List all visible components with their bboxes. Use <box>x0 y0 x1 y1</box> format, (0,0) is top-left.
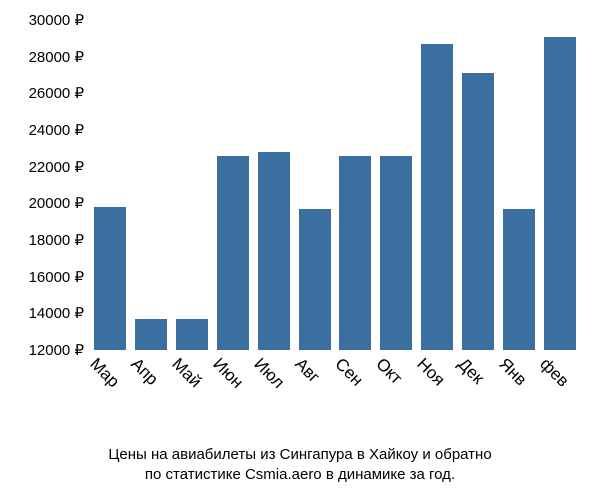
grid-line <box>90 240 580 241</box>
bar <box>380 156 412 350</box>
grid-line <box>90 20 580 21</box>
y-tick-label: 14000 ₽ <box>29 304 90 322</box>
bar <box>217 156 249 350</box>
bar <box>503 209 535 350</box>
grid-line <box>90 130 580 131</box>
x-tick-label: Авг <box>290 350 327 387</box>
bar <box>299 209 331 350</box>
bar <box>462 73 494 350</box>
grid-line <box>90 350 580 351</box>
chart-caption: Цены на авиабилеты из Сингапура в Хайкоу… <box>0 445 600 486</box>
y-tick-label: 30000 ₽ <box>29 11 90 29</box>
grid-line <box>90 57 580 58</box>
x-tick-label: Июл <box>249 350 292 393</box>
y-tick-label: 24000 ₽ <box>29 121 90 139</box>
bar <box>176 319 208 350</box>
y-tick-label: 16000 ₽ <box>29 268 90 286</box>
grid-line <box>90 203 580 204</box>
grid-line <box>90 313 580 314</box>
x-tick-label: Июн <box>209 350 252 393</box>
bar <box>258 152 290 350</box>
caption-line1: Цены на авиабилеты из Сингапура в Хайкоу… <box>108 446 491 463</box>
x-tick-label: Янв <box>494 350 534 390</box>
y-tick-label: 12000 ₽ <box>29 341 90 359</box>
x-tick-label: Апр <box>127 350 167 390</box>
grid-line <box>90 167 580 168</box>
bar <box>135 319 167 350</box>
x-tick-label: Окт <box>372 350 411 389</box>
x-tick-label: фев <box>535 350 576 391</box>
plot-area: 12000 ₽14000 ₽16000 ₽18000 ₽20000 ₽22000… <box>90 20 580 350</box>
y-tick-label: 26000 ₽ <box>29 84 90 102</box>
y-tick-label: 20000 ₽ <box>29 194 90 212</box>
x-tick-label: Мар <box>86 350 128 392</box>
x-tick-label: Ноя <box>413 350 453 390</box>
y-tick-label: 22000 ₽ <box>29 158 90 176</box>
bar <box>544 37 576 351</box>
bar-chart: 12000 ₽ 14000 ₽ 16000 ₽ 18000 ₽ 20000 ₽ 22000… <box>0 0 600 500</box>
y-tick-label: 28000 ₽ <box>29 48 90 66</box>
bars-container <box>90 20 580 350</box>
grid-line <box>90 93 580 94</box>
x-tick-label: Май <box>168 350 210 392</box>
x-tick-label: Сен <box>331 350 371 390</box>
caption-line2: по статистике Csmia.aero в динамике за г… <box>145 466 455 483</box>
bar <box>421 44 453 350</box>
x-tick-label: Дек <box>454 350 492 388</box>
y-tick-label: 18000 ₽ <box>29 231 90 249</box>
bar <box>339 156 371 350</box>
grid-line <box>90 277 580 278</box>
bar <box>94 207 126 350</box>
